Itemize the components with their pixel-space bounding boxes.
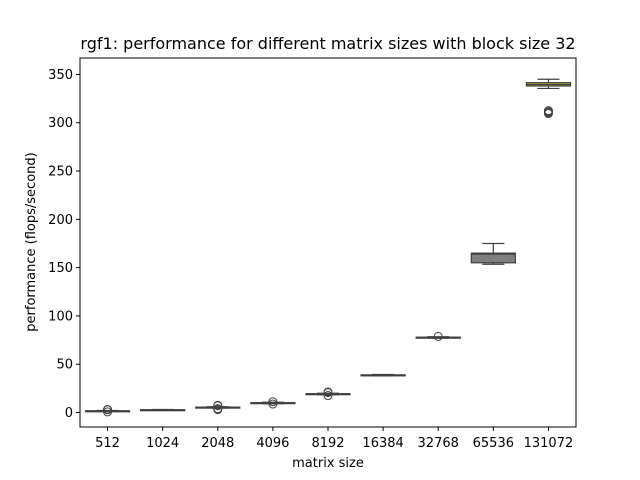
y-tick-label: 200 <box>48 213 73 228</box>
y-tick-label: 350 <box>48 68 73 83</box>
x-axis-label: matrix size <box>292 456 364 471</box>
outlier-point <box>543 106 553 116</box>
chart-title: rgf1: performance for different matrix s… <box>80 34 575 53</box>
outlier-point <box>323 391 333 401</box>
y-tick-label: 250 <box>48 165 73 180</box>
outlier-point <box>433 331 443 341</box>
outlier-point <box>103 407 113 417</box>
axes-frame <box>79 57 577 428</box>
x-tick-label: 131072 <box>524 436 574 451</box>
x-tick-label: 512 <box>95 436 120 451</box>
x-tick-label: 1024 <box>146 436 179 451</box>
outlier-point <box>268 397 278 407</box>
x-tick-label: 32768 <box>418 436 459 451</box>
outlier-point <box>323 387 333 397</box>
plot-area: 0 50 100 150 200 250 300 350 512 1024 2048 4096 8192… <box>48 57 577 451</box>
x-tick-label: 2048 <box>201 436 234 451</box>
outlier-point <box>213 404 223 414</box>
y-tick-label: 100 <box>48 309 73 324</box>
x-tick-label: 4096 <box>256 436 289 451</box>
outlier-point <box>213 400 223 410</box>
y-tick-label: 150 <box>48 261 73 276</box>
box-65536 <box>470 252 516 264</box>
outlier-point <box>268 399 278 409</box>
x-tick-label: 65536 <box>473 436 514 451</box>
y-tick-label: 300 <box>48 116 73 131</box>
y-tick-label: 50 <box>56 358 73 373</box>
x-tick-label: 8192 <box>311 436 344 451</box>
y-axis-label: performance (flops/second) <box>24 152 39 331</box>
outlier-point <box>103 405 113 415</box>
x-tick-label: 16384 <box>362 436 403 451</box>
y-tick-label: 0 <box>65 406 73 421</box>
